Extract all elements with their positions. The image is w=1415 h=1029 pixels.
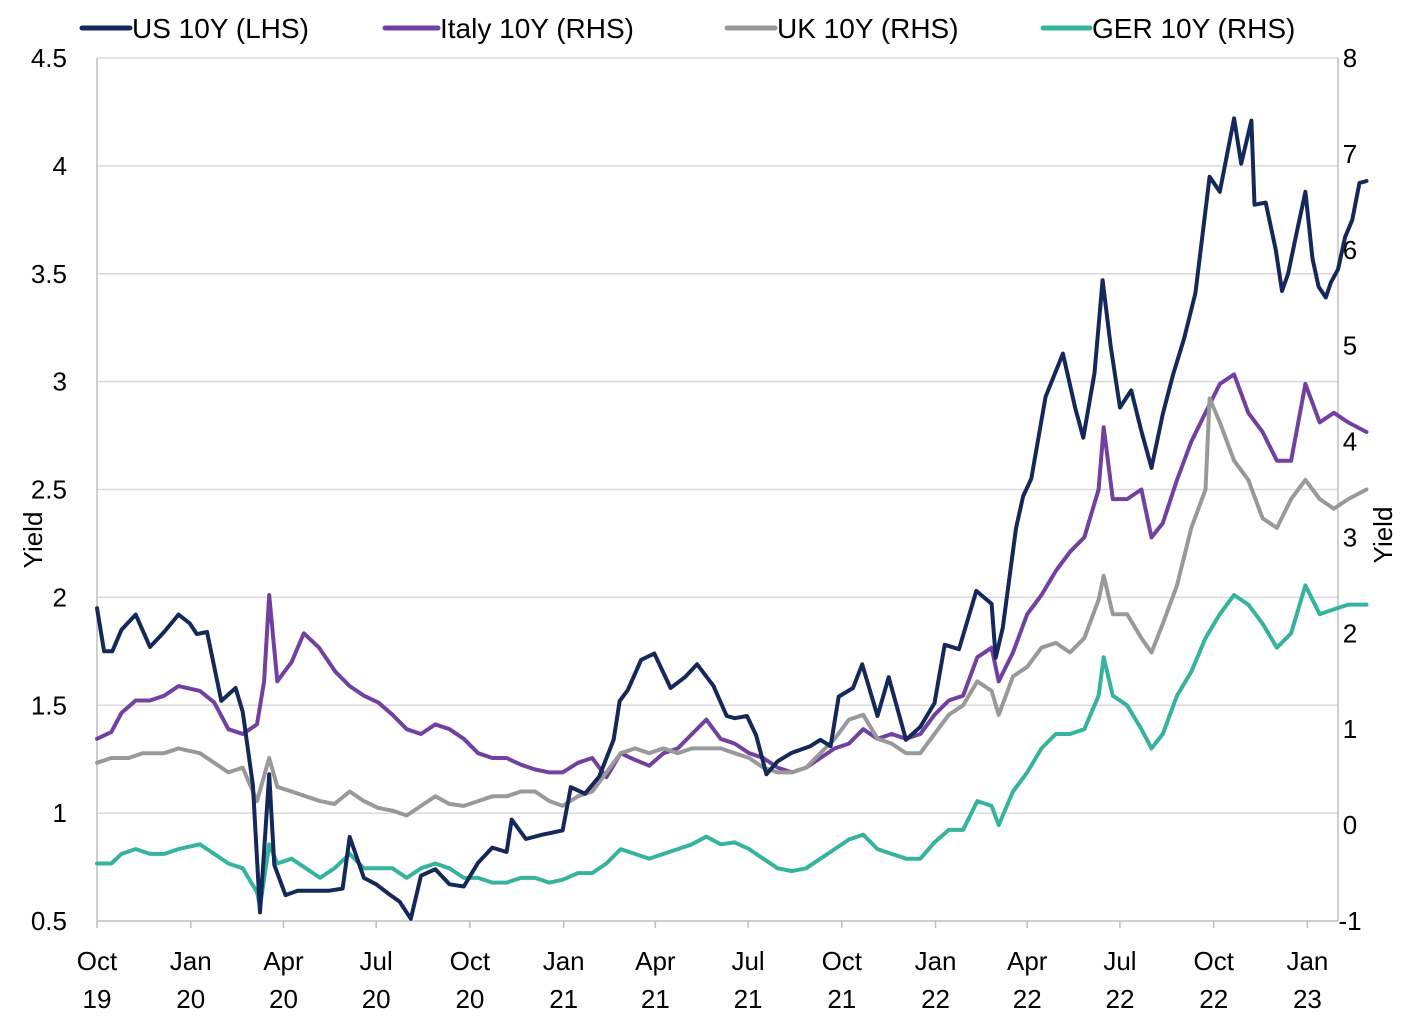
x-tick-label: 20 xyxy=(362,984,391,1014)
legend-item: Italy 10Y (RHS) xyxy=(382,13,634,44)
x-tick-label: 23 xyxy=(1293,984,1322,1014)
legend-item: UK 10Y (RHS) xyxy=(724,13,959,44)
x-tick-label: Oct xyxy=(822,946,863,976)
y-left-tick-label: 3 xyxy=(53,367,67,397)
y-right-tick-label: 4 xyxy=(1343,427,1357,457)
x-tick-label: 22 xyxy=(1013,984,1042,1014)
y-left-tick-label: 4 xyxy=(53,151,67,181)
horizontal-gridlines xyxy=(97,57,1338,814)
legend-item: GER 10Y (RHS) xyxy=(1040,13,1295,44)
y-left-tick-label: 2 xyxy=(53,582,67,612)
legend-label: UK 10Y (RHS) xyxy=(777,13,959,44)
x-tick-label: Jan xyxy=(915,946,957,976)
x-tick-label: Jan xyxy=(543,946,585,976)
x-tick-label: 20 xyxy=(455,984,484,1014)
x-tick-label: 22 xyxy=(921,984,950,1014)
x-tick-label: Apr xyxy=(635,946,676,976)
x-tick-label: Jul xyxy=(731,946,764,976)
legend-label: Italy 10Y (RHS) xyxy=(440,13,634,44)
axes: 0.511.522.533.544.5-1012345678Oct19Jan20… xyxy=(31,43,1362,1014)
x-tick-label: Apr xyxy=(263,946,304,976)
y-right-tick-label: 2 xyxy=(1343,618,1357,648)
y-axis-label-right: Yield xyxy=(1368,507,1398,564)
x-tick-label: 20 xyxy=(269,984,298,1014)
x-tick-label: 21 xyxy=(827,984,856,1014)
y-right-tick-label: 6 xyxy=(1343,235,1357,265)
x-tick-label: Jul xyxy=(1103,946,1136,976)
x-tick-label: Jan xyxy=(1286,946,1328,976)
y-right-tick-label: 3 xyxy=(1343,522,1357,552)
x-tick-label: Oct xyxy=(450,946,491,976)
series-line-ger xyxy=(95,583,1369,909)
y-left-tick-label: 1.5 xyxy=(31,690,67,720)
legend-item: US 10Y (LHS) xyxy=(79,13,309,44)
x-tick-label: Jul xyxy=(360,946,393,976)
y-left-tick-label: 4.5 xyxy=(31,43,67,73)
x-tick-label: 21 xyxy=(641,984,670,1014)
legend-label: GER 10Y (RHS) xyxy=(1092,13,1295,44)
y-right-tick-label: 8 xyxy=(1343,43,1357,73)
x-tick-label: 22 xyxy=(1105,984,1134,1014)
x-tick-label: Apr xyxy=(1007,946,1048,976)
x-tick-label: Oct xyxy=(77,946,118,976)
series-lines xyxy=(95,116,1369,921)
x-tick-label: 21 xyxy=(549,984,578,1014)
x-tick-label: 21 xyxy=(734,984,763,1014)
y-right-tick-label: 1 xyxy=(1343,714,1357,744)
legend: US 10Y (LHS) Italy 10Y (RHS) UK 10Y (RHS) G… xyxy=(79,13,1295,44)
x-tick-label: 19 xyxy=(83,984,112,1014)
series-line-italy xyxy=(95,372,1369,780)
y-right-tick-label: 0 xyxy=(1343,810,1357,840)
y-right-tick-label: 5 xyxy=(1343,331,1357,361)
y-right-tick-label: 7 xyxy=(1343,139,1357,169)
legend-label: US 10Y (LHS) xyxy=(132,13,309,44)
y-left-tick-label: 0.5 xyxy=(31,906,67,936)
x-tick-label: Oct xyxy=(1193,946,1234,976)
y-axis-label-left: Yield xyxy=(18,512,48,569)
x-tick-label: 20 xyxy=(176,984,205,1014)
y-left-tick-label: 1 xyxy=(53,798,67,828)
series-line-uk xyxy=(95,396,1369,818)
x-tick-label: 22 xyxy=(1199,984,1228,1014)
y-left-tick-label: 2.5 xyxy=(31,475,67,505)
series-line-us xyxy=(95,116,1369,921)
y-right-tick-label: -1 xyxy=(1338,906,1361,936)
x-tick-label: Jan xyxy=(170,946,212,976)
y-left-tick-label: 3.5 xyxy=(31,259,67,289)
